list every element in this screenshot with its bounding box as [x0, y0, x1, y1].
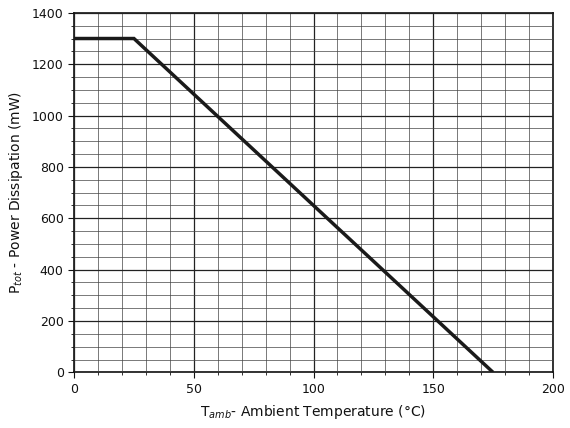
Y-axis label: P$_{tot}$ - Power Dissipation (mW): P$_{tot}$ - Power Dissipation (mW) [7, 91, 25, 294]
X-axis label: T$_{amb}$- Ambient Temperature (°C): T$_{amb}$- Ambient Temperature (°C) [201, 403, 426, 421]
